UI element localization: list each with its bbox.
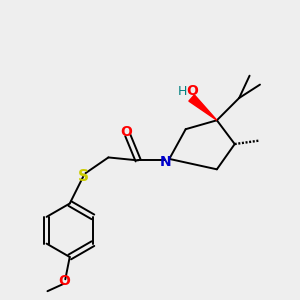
Text: S: S <box>78 169 88 184</box>
Text: O: O <box>58 274 70 288</box>
Polygon shape <box>189 95 217 120</box>
Text: O: O <box>186 84 198 98</box>
Text: H: H <box>178 85 188 98</box>
Text: N: N <box>160 155 172 169</box>
Text: O: O <box>120 124 132 139</box>
